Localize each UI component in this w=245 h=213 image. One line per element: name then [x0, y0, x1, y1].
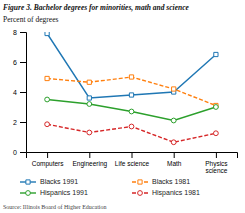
y-axis-label: Percent of degrees: [3, 15, 58, 24]
plot-area: 0 2 4 6 8 Computers Engineering Life science Mat…: [13, 29, 237, 174]
x-tick-mark: [89, 152, 90, 158]
y-tick-label: 6: [13, 59, 17, 66]
y-tick-mark: [20, 92, 26, 93]
data-marks: [45, 32, 219, 145]
point-marker: [171, 140, 176, 145]
legend-label: Hispanics 1981: [152, 189, 200, 197]
point-marker: [45, 122, 50, 127]
x-tick-label: Computers: [32, 160, 65, 168]
point-marker: [214, 52, 218, 56]
series-line: [47, 124, 216, 142]
point-marker: [45, 32, 49, 36]
x-tick-mark: [216, 152, 217, 158]
y-tick-mark: [20, 32, 26, 33]
x-tick-label: Life science: [115, 160, 150, 167]
y-tick-mark: [20, 152, 26, 153]
y-tick-mark: [20, 62, 26, 63]
point-marker: [214, 105, 219, 110]
point-marker: [129, 124, 134, 129]
x-tick: Math: [167, 152, 182, 167]
legend-marker: [26, 180, 30, 184]
y-tick: 4: [13, 89, 26, 96]
x-tick: Computers: [32, 152, 65, 168]
legend-item: Blacks 1981: [132, 178, 190, 185]
point-marker: [45, 76, 49, 80]
y-tick: 6: [13, 59, 26, 66]
title: Figure 3. Bachelor degrees for minoritie…: [3, 3, 190, 12]
point-marker: [87, 130, 92, 135]
point-marker: [45, 97, 50, 102]
legend-marker: [26, 191, 31, 196]
legend-label: Blacks 1981: [152, 178, 190, 185]
legend-marker: [138, 191, 143, 196]
y-axis: 0 2 4 6 8: [13, 29, 26, 156]
x-tick-mark: [132, 152, 133, 158]
x-tick: Life science: [115, 152, 150, 167]
y-tick-label: 8: [13, 29, 17, 36]
point-marker: [172, 87, 176, 91]
series-line: [47, 77, 216, 106]
x-tick-label: Math: [167, 160, 182, 167]
legend: Blacks 1991 Blacks 1981 Hispanics 1991 Hisp…: [20, 178, 200, 197]
y-tick: 2: [13, 119, 26, 126]
series-line: [47, 34, 216, 99]
point-marker: [129, 75, 133, 79]
x-tick-label: Engineering: [72, 160, 107, 168]
x-axis: Computers Engineering Life science Math Phys…: [27, 152, 238, 174]
legend-item: Blacks 1991: [20, 178, 78, 185]
y-tick: 0: [13, 149, 26, 156]
x-tick-mark: [174, 152, 175, 158]
y-tick: 8: [13, 29, 26, 36]
legend-marker: [138, 180, 142, 184]
legend-label: Hispanics 1991: [40, 189, 88, 197]
point-marker: [87, 96, 91, 100]
point-marker: [129, 109, 134, 114]
y-tick-label: 0: [13, 149, 17, 156]
x-axis-line: [27, 153, 238, 159]
y-tick-mark: [20, 122, 26, 123]
legend-label: Blacks 1991: [40, 178, 78, 185]
point-marker: [87, 102, 92, 107]
x-tick-label: Physicsscience: [205, 160, 228, 174]
point-marker: [171, 118, 176, 123]
x-tick: Physicsscience: [205, 152, 228, 174]
chart-container: Figure 3. Bachelor degrees for minoritie…: [0, 0, 245, 213]
source-note: Source: Illinois Board of Higher Educati…: [3, 204, 106, 210]
legend-item: Hispanics 1981: [132, 189, 200, 197]
y-axis-line: [20, 33, 27, 153]
legend-item: Hispanics 1991: [20, 189, 88, 197]
chart-svg: Figure 3. Bachelor degrees for minoritie…: [0, 0, 245, 213]
y-tick-label: 4: [13, 89, 17, 96]
x-tick: Engineering: [72, 152, 107, 168]
point-marker: [214, 131, 219, 136]
x-tick-mark: [47, 152, 48, 158]
point-marker: [87, 80, 91, 84]
point-marker: [129, 93, 133, 97]
series-line: [47, 100, 216, 121]
y-tick-label: 2: [13, 119, 17, 126]
